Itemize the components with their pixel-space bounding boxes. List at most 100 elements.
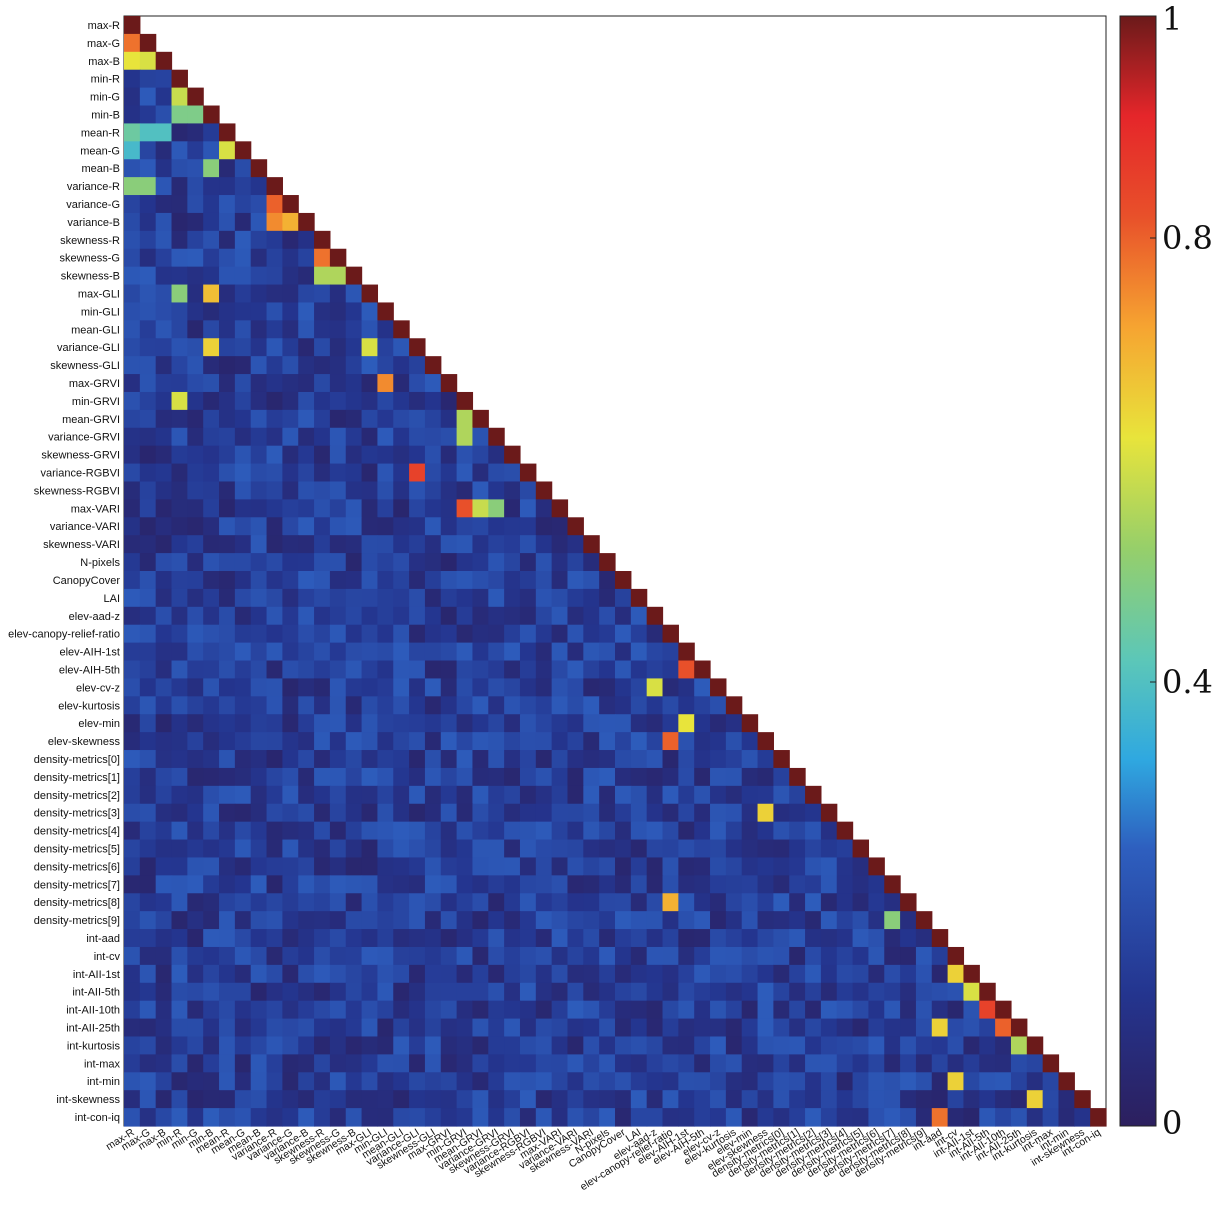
row-label: variance-RGBVI [41,468,120,480]
heatmap-cell [282,1000,299,1020]
row-label: int-con-iq [75,1112,120,1124]
heatmap-cell [583,535,600,554]
heatmap-cell [266,1000,283,1020]
heatmap-cell [187,517,204,536]
heatmap-cell [424,696,442,715]
heatmap-cell [393,427,410,447]
heatmap-cell [314,893,331,912]
heatmap-cell [171,553,188,572]
heatmap-cell [203,732,220,751]
heatmap-cell [947,1036,965,1055]
heatmap-cell [931,1000,949,1020]
heatmap-cell [345,1054,363,1073]
heatmap-cell [694,1054,711,1073]
heatmap-cell [440,750,458,769]
heatmap-cell [599,588,616,608]
heatmap-cell [440,1108,458,1127]
heatmap-cell [630,1108,648,1127]
heatmap-cell [329,1108,347,1127]
heatmap-cell [551,767,569,787]
heatmap-cell [535,1054,553,1073]
heatmap-cell [219,803,236,823]
heatmap-cell [266,1072,283,1091]
heatmap-cell [615,1018,632,1038]
heatmap-cell [393,445,410,465]
heatmap-cell [409,427,426,447]
heatmap-cell [187,535,204,554]
heatmap-cell [535,893,553,912]
heatmap-cell [567,767,584,787]
heatmap-cell [741,1036,759,1055]
heatmap-cell [393,803,410,823]
heatmap-cell [155,803,173,823]
heatmap-cell [630,714,648,733]
heatmap-cell [535,553,553,572]
heatmap-cell [424,946,442,966]
heatmap-cell [124,1018,141,1038]
heatmap-cell [250,982,268,1002]
heatmap-cell [203,159,220,178]
heatmap-cell [725,929,743,948]
heatmap-cell [852,1108,870,1127]
heatmap-cell [171,982,188,1002]
heatmap-cell [424,893,442,912]
heatmap-cell [203,374,220,393]
heatmap-cell [203,1090,220,1109]
heatmap-cell [947,1000,965,1020]
heatmap-cell [171,87,188,107]
heatmap-cell [789,803,806,823]
heatmap-cell [234,374,252,393]
heatmap-cell [234,696,252,715]
heatmap-cell [472,535,489,554]
heatmap-cell [361,803,379,823]
heatmap-cell [979,982,996,1002]
heatmap-cell [203,606,220,626]
heatmap-cell [519,571,537,590]
heatmap-cell [139,660,157,680]
heatmap-cell [456,893,474,912]
heatmap-cell [630,678,648,697]
heatmap-cell [345,1036,363,1055]
heatmap-cell [424,982,442,1002]
heatmap-cell [219,732,236,751]
heatmap-cell [599,750,616,769]
heatmap-cell [171,821,188,841]
heatmap-cell [139,159,157,178]
heatmap-cell [250,248,268,268]
heatmap-cell [329,571,347,590]
heatmap-cell [234,929,252,948]
heatmap-cell [171,893,188,912]
heatmap-cell [678,857,695,876]
heatmap-cell [266,571,283,590]
heatmap-cell [329,624,347,644]
heatmap-cell [361,875,379,894]
heatmap-cell [203,929,220,948]
heatmap-cell [599,1072,616,1091]
heatmap-cell [393,839,410,859]
heatmap-cell [725,750,743,769]
heatmap-cell [583,767,600,787]
row-label: min-GLI [81,306,120,318]
heatmap-cell [266,911,283,930]
heatmap-cell [741,1090,759,1109]
heatmap-cell [757,1090,774,1109]
heatmap-cell [836,982,854,1002]
heatmap-cell [282,964,299,984]
heatmap-cell [139,105,157,125]
heatmap-cell [282,821,299,841]
heatmap-cell [630,911,648,930]
heatmap-cell [567,678,584,697]
heatmap-cell [139,785,157,805]
heatmap-cell [187,750,204,769]
heatmap-cell [519,857,537,876]
heatmap-cell [805,911,822,930]
heatmap-cell [219,535,236,554]
heatmap-cell [219,696,236,715]
heatmap-cell [377,391,394,411]
heatmap-cell [599,803,616,823]
heatmap-cell [409,732,426,751]
heatmap-cell [393,535,410,554]
heatmap-cell [234,481,252,500]
heatmap-cell [203,1000,220,1020]
heatmap-cell [155,1018,173,1038]
